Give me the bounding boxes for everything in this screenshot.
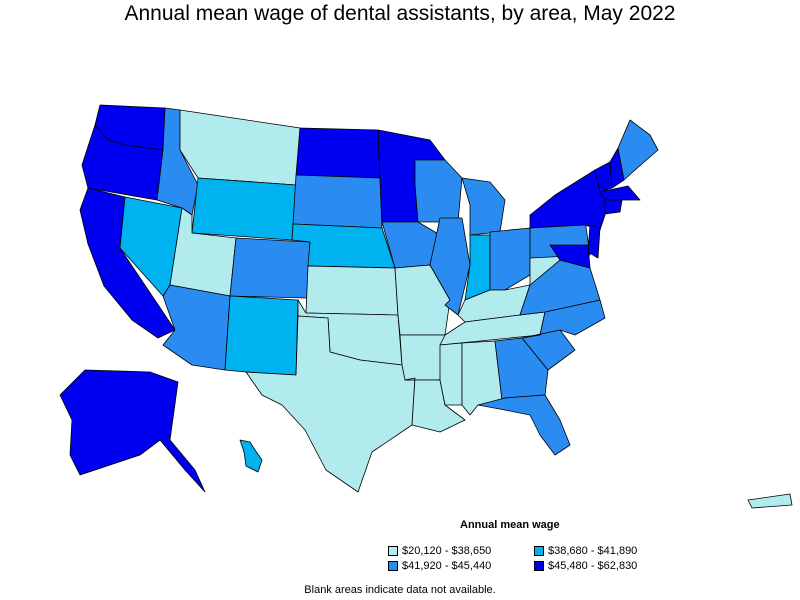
region-north-dakota: [295, 127, 381, 179]
region-colorado: [229, 237, 311, 299]
region-new-york: [529, 169, 611, 231]
region-hawaii: [239, 439, 263, 473]
region-wisconsin: [414, 159, 463, 223]
region-michigan: [461, 177, 506, 236]
legend-swatch-1: [388, 546, 398, 556]
legend-label-2: $38,680 - $41,890: [548, 545, 638, 557]
region-mississippi: [439, 342, 463, 406]
footnote: Blank areas indicate data not available.: [304, 584, 496, 596]
legend-item-2: $38,680 - $41,890: [534, 545, 637, 557]
region-illinois: [429, 217, 471, 316]
region-new-mexico: [224, 295, 299, 376]
map-regions: [59, 104, 793, 509]
region-texas: [245, 315, 416, 493]
region-montana: [179, 109, 301, 186]
region-wyoming: [191, 177, 297, 241]
region-connecticut: [604, 199, 623, 215]
legend-swatch-3: [388, 561, 398, 571]
region-new-jersey: [587, 224, 601, 259]
region-alaska: [59, 369, 206, 493]
legend-swatch-2: [534, 546, 544, 556]
region-arkansas: [399, 334, 446, 381]
region-kansas: [305, 265, 399, 316]
region-south-dakota: [292, 174, 383, 229]
region-florida: [477, 394, 571, 456]
legend-swatch-4: [534, 561, 544, 571]
region-puerto-rico: [747, 493, 793, 509]
legend-title: Annual mean wage: [460, 519, 560, 531]
legend-item-1: $20,120 - $38,650: [388, 545, 491, 557]
region-ohio: [489, 227, 531, 291]
region-massachusetts: [599, 185, 641, 201]
legend-label-1: $20,120 - $38,650: [402, 545, 492, 557]
legend-label-4: $45,480 - $62,830: [548, 560, 638, 572]
region-north-carolina: [521, 299, 606, 339]
legend-item-4: $45,480 - $62,830: [534, 560, 637, 572]
region-maine: [617, 119, 659, 181]
region-maryland: [549, 244, 591, 269]
legend-label-3: $41,920 - $45,440: [402, 560, 492, 572]
map-title: Annual mean wage of dental assistants, b…: [124, 2, 676, 25]
legend-item-3: $41,920 - $45,440: [388, 560, 491, 572]
